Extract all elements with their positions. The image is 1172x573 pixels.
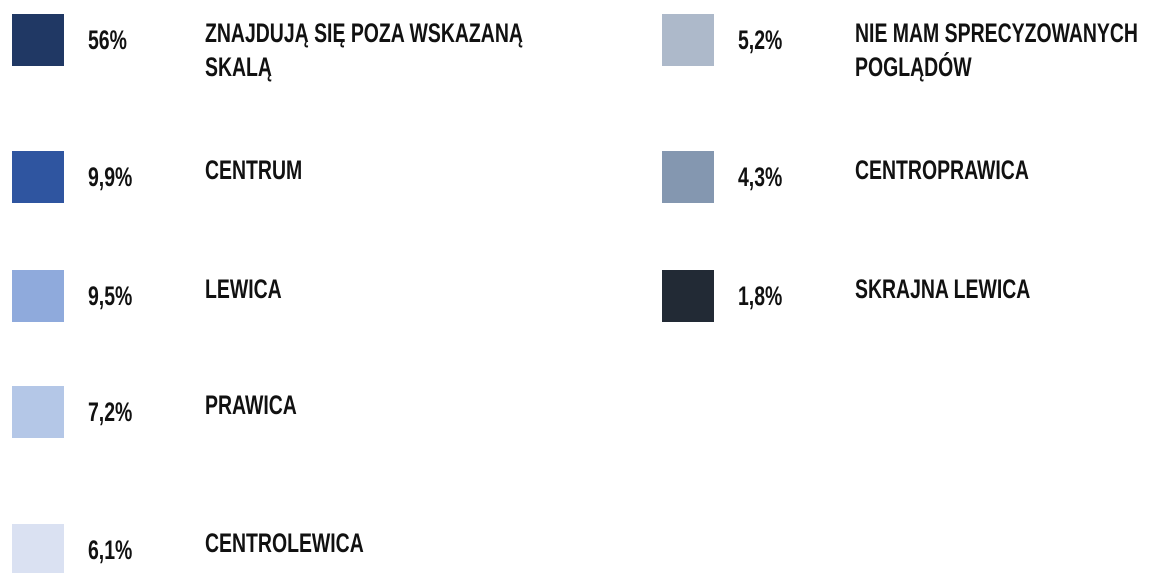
label: ZNAJDUJĄ SIĘ POZA WSKAZANĄ SKALĄ [205, 18, 523, 82]
value: 9,9% [88, 162, 133, 192]
value: 7,2% [88, 397, 133, 427]
swatch [12, 524, 64, 573]
value: 4,3% [738, 162, 783, 192]
label: CENTROLEWICA [205, 528, 364, 558]
label: CENTROPRAWICA [855, 155, 1029, 185]
label: NIE MAM SPRECYZOWANYCH POGLĄDÓW [855, 18, 1138, 82]
swatch [662, 270, 714, 322]
label: LEWICA [205, 274, 282, 304]
swatch [12, 151, 64, 203]
swatch [12, 270, 64, 322]
label: SKRAJNA LEWICA [855, 274, 1031, 304]
swatch [662, 151, 714, 203]
swatch [12, 386, 64, 438]
value: 56% [88, 25, 127, 55]
value: 5,2% [738, 25, 783, 55]
swatch [662, 14, 714, 66]
label: CENTRUM [205, 155, 303, 185]
label: PRAWICA [205, 390, 297, 420]
value: 9,5% [88, 281, 133, 311]
swatch [12, 14, 64, 66]
value: 1,8% [738, 281, 783, 311]
value: 6,1% [88, 535, 133, 565]
